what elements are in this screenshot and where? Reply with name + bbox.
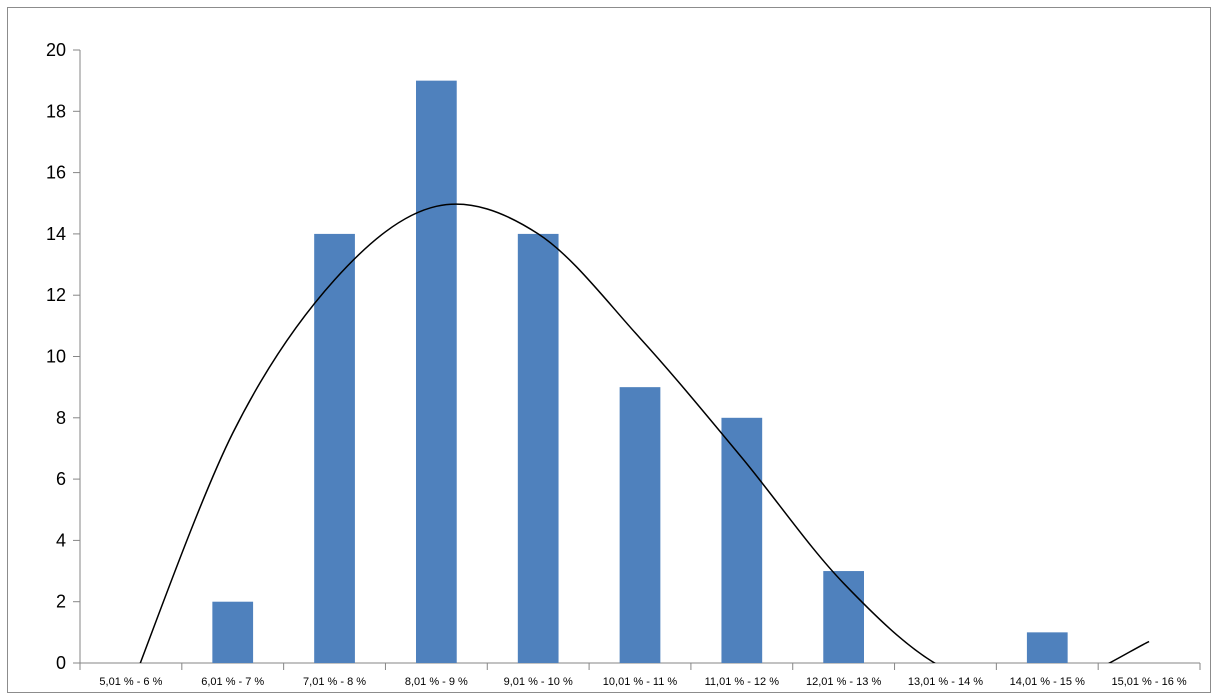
y-tick-label: 18 [46, 101, 66, 121]
y-tick-label: 16 [46, 163, 66, 183]
bar [823, 571, 864, 663]
bar [314, 233, 355, 663]
bars [212, 80, 1068, 663]
chart-frame [7, 7, 1211, 693]
y-tick-label: 2 [56, 592, 66, 612]
x-tick-label: 9,01 % - 10 % [504, 676, 573, 688]
bar [619, 387, 661, 663]
bar [1026, 632, 1068, 663]
x-tick-label: 15,01 % - 16 % [1111, 676, 1186, 688]
x-tick-label: 11,01 % - 12 % [705, 676, 780, 688]
x-tick-label: 10,01 % - 11 % [603, 676, 678, 688]
bar [721, 417, 763, 663]
bar [212, 601, 254, 663]
curve-line [139, 203, 1150, 663]
x-tick-label: 14,01 % - 15 % [1010, 676, 1085, 688]
x-tick-label: 12,01 % - 13 % [806, 676, 881, 688]
y-tick-label: 8 [56, 408, 66, 428]
x-tick-label: 5,01 % - 6 % [99, 676, 162, 688]
y-tick-label: 20 [46, 40, 66, 60]
y-tick-label: 12 [46, 285, 66, 305]
y-tick-label: 6 [56, 469, 66, 489]
x-tick-label: 7,01 % - 8 % [303, 676, 366, 688]
y-tick-label: 10 [46, 347, 66, 367]
y-axis: 0 2 4 6 8 10 12 14 16 18 20 [46, 40, 81, 673]
y-tick-label: 14 [46, 224, 66, 244]
bar [517, 233, 559, 663]
x-tick-label: 13,01 % - 14 % [908, 676, 983, 688]
y-tick-label: 0 [56, 653, 66, 673]
x-tick-label: 6,01 % - 7 % [201, 676, 264, 688]
bar [416, 80, 457, 663]
x-axis: 5,01 % - 6 % 6,01 % - 7 % 7,01 % - 8 % 8,01… [79, 662, 1201, 688]
y-tick-label: 4 [56, 530, 66, 550]
trend-curve [139, 203, 1150, 663]
x-tick-label: 8,01 % - 9 % [405, 676, 468, 688]
